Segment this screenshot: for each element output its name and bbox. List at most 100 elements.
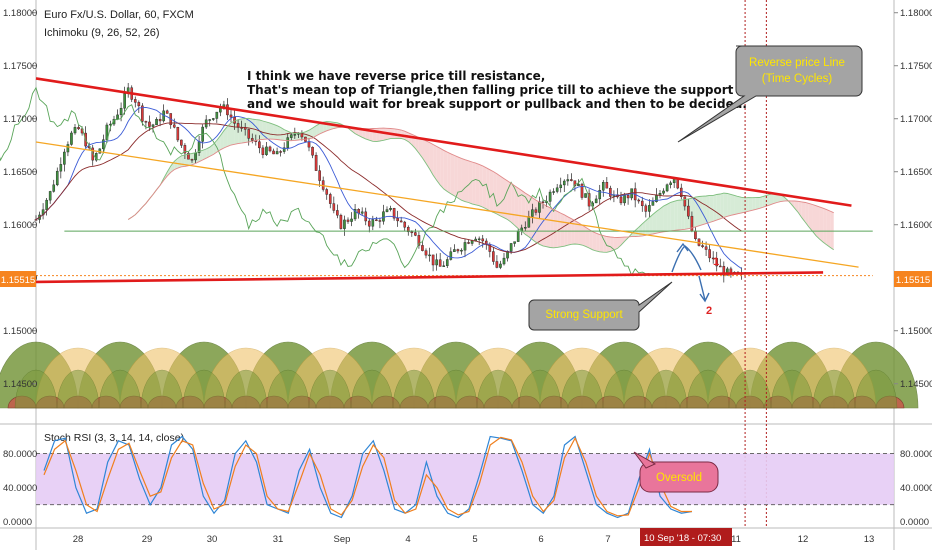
cloud-segment [202,148,207,160]
cloud-segment [227,122,231,147]
cloud-segment [493,171,497,214]
cloud-segment [681,199,685,230]
candle-body [601,182,605,191]
candle-body [123,93,126,109]
note-line-1: I think we have reverse price till resis… [247,69,545,83]
candle-body [428,254,431,257]
candle-body [559,184,563,189]
candle-body [367,220,371,227]
cloud-segment [780,194,785,202]
candle-body [211,118,215,120]
cycle-dome-mid [602,369,646,409]
cloud-segment [270,123,274,140]
cycle-dome-mid [140,369,184,409]
cloud-segment [379,128,384,142]
cloud-segment [702,196,707,225]
cloud-segment [170,161,175,173]
candle-body [417,235,421,246]
cloud-segment [259,119,263,140]
candle-body [70,132,73,145]
cloud-segment [362,128,366,139]
candle-body [648,205,651,212]
candle-body [229,114,233,118]
cloud-segment [564,214,568,247]
candle-body [339,214,343,229]
time-tick-label: 11 [731,534,741,545]
candle-body [66,144,70,153]
candle-body [527,216,531,228]
candle-body [424,250,428,256]
cloud-segment [560,213,565,247]
cloud-segment [819,206,824,243]
cloud-segment [720,193,724,219]
candle-body [431,254,435,266]
cloud-segment [589,229,593,250]
cloud-segment [794,200,799,213]
cloud-segment [482,165,487,209]
cloud-segment [652,211,657,234]
path-1-label: 1 [713,256,719,268]
candle-body [708,249,711,259]
cloud-segment [500,176,504,218]
candle-body [552,191,555,193]
cloud-segment [663,204,668,232]
candle-body [701,245,704,247]
candle-body [548,191,552,202]
cloud-segment [504,178,508,220]
cloud-segment [429,142,434,176]
candle-body [325,189,329,195]
candle-body [499,263,502,268]
cloud-segment [621,237,625,246]
candle-body [155,118,158,126]
candle-body [52,184,56,192]
candle-body [226,104,229,116]
cloud-segment [231,121,235,146]
cloud-segment [801,201,806,223]
cloud-segment [734,195,738,215]
candle-body [470,240,474,244]
cloud-segment [518,188,522,232]
rsi-tick-label-right: 0.0000 [900,517,929,528]
cloud-segment [479,164,483,208]
cycle-dome-mid [476,369,520,409]
candle-body [694,230,697,240]
price-badge-right-text: 1.15515 [896,275,930,286]
candle-body [687,205,690,217]
cloud-segment [613,237,618,251]
time-cycle-arcs [0,341,919,409]
cloud-segment [773,193,777,204]
cloud-segment [808,203,813,232]
trend-lines [35,77,873,284]
price-tick-label-right: 1.17500 [900,61,932,72]
path-2-label: 2 [706,305,712,317]
cloud-segment [660,206,664,233]
cloud-segment [511,183,515,226]
cloud-segment [475,163,480,206]
candle-body [116,114,119,120]
cloud-segment [418,137,423,159]
candle-body [382,211,385,222]
candle-body [63,151,66,165]
cloud-segment [376,128,380,142]
candle-body [456,249,460,252]
cloud-segment [755,197,760,210]
cloud-segment [465,159,469,203]
cloud-segment [574,220,579,245]
candle-body [726,268,729,276]
price-tick-label-right: 1.16500 [900,167,932,178]
candle-body [495,261,499,268]
time-tick-label: 7 [605,534,610,545]
strong-support-callout: Strong Support [528,281,673,331]
cloud-segment [280,127,285,141]
candle-body [509,243,513,252]
candle-body [311,146,314,156]
candle-body [711,257,715,260]
orange-trend-line [35,141,859,268]
cloud-segment [472,161,476,205]
cloud-segment [578,222,582,246]
candle-body [59,164,63,172]
candle-body [619,196,623,204]
price-tick-label-left: 1.14500 [3,379,37,390]
candle-body [516,230,520,242]
